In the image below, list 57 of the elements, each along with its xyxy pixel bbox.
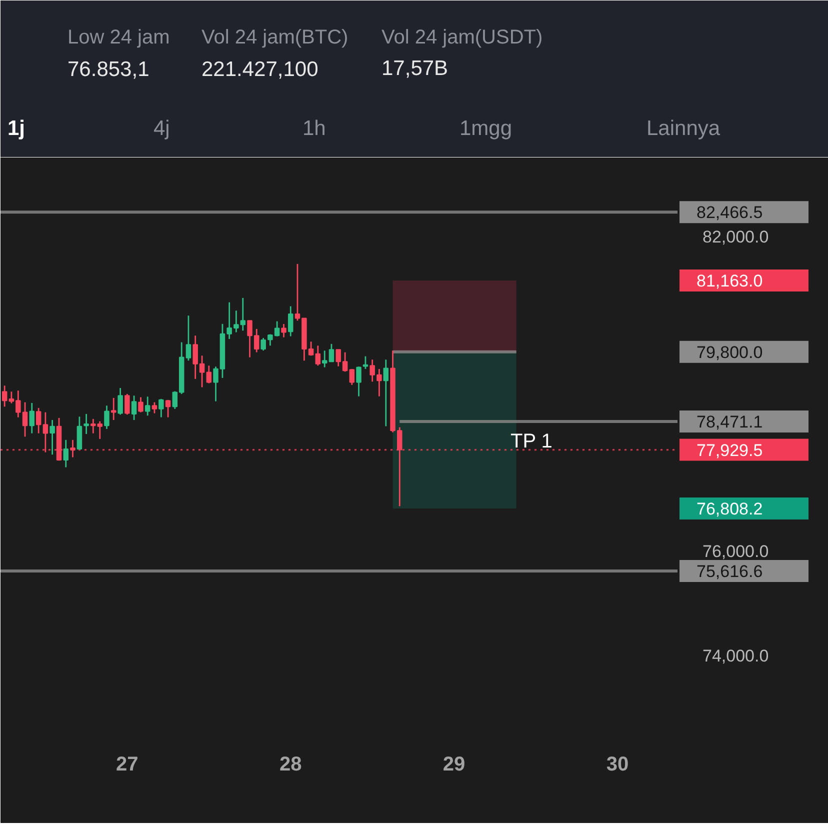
text: Lainnya bbox=[646, 117, 720, 140]
text: Vol 24 jam(BTC) bbox=[202, 26, 348, 48]
x-tick-label: 30 bbox=[606, 754, 629, 776]
candlestick bbox=[362, 356, 368, 370]
x-tick-label: 28 bbox=[279, 754, 302, 776]
candlestick bbox=[118, 387, 123, 416]
candlestick bbox=[322, 350, 328, 368]
candlestick bbox=[70, 439, 76, 458]
ref-line-label: 78,471.1 bbox=[696, 412, 763, 432]
candlestick bbox=[144, 396, 150, 416]
candlestick bbox=[206, 364, 212, 384]
text: 4j bbox=[154, 117, 170, 140]
candlestick bbox=[84, 413, 89, 435]
ref-line-label: 76,808.2 bbox=[696, 500, 763, 519]
ref-line-label: 77,929.5 bbox=[696, 440, 763, 460]
ref-line-label: 81,163.0 bbox=[696, 271, 763, 290]
y-tick-label: 82,000.0 bbox=[702, 228, 769, 247]
candlestick bbox=[110, 397, 116, 421]
candlestick bbox=[247, 320, 252, 358]
text: 76.853,1 bbox=[68, 58, 150, 81]
candlestick bbox=[138, 396, 144, 413]
ref-line-label: 82,466.5 bbox=[696, 203, 763, 222]
candlestick bbox=[288, 306, 294, 337]
candlestick bbox=[36, 407, 42, 434]
candlestick bbox=[254, 328, 260, 353]
x-tick-label: 27 bbox=[116, 754, 138, 776]
text: Vol 24 jam(USDT) bbox=[382, 26, 543, 48]
candlestick bbox=[50, 419, 55, 456]
candlestick bbox=[76, 416, 82, 450]
ref-line-label: 75,616.6 bbox=[696, 562, 763, 581]
y-tick-label: 74,000.0 bbox=[702, 646, 769, 666]
candlestick bbox=[158, 398, 164, 418]
candlestick bbox=[124, 393, 130, 416]
candlestick bbox=[152, 402, 158, 414]
candlestick bbox=[281, 323, 286, 338]
y-tick-label: 76,000.0 bbox=[702, 542, 769, 561]
candlestick bbox=[186, 314, 192, 362]
candlestick bbox=[2, 384, 8, 408]
candlestick bbox=[165, 399, 171, 418]
x-tick-label: 29 bbox=[442, 754, 466, 776]
text: 1h bbox=[302, 117, 326, 140]
candlestick bbox=[29, 402, 35, 434]
text: Low 24 jam bbox=[68, 26, 170, 48]
candlestick bbox=[383, 358, 389, 427]
candlestick bbox=[131, 394, 137, 421]
text: 17,57B bbox=[382, 57, 448, 80]
candlestick bbox=[356, 366, 362, 398]
ref-line-label: 79,800.0 bbox=[696, 342, 763, 362]
candlestick bbox=[315, 344, 321, 366]
candlestick bbox=[328, 343, 334, 362]
annotation: TP 1 bbox=[510, 430, 552, 452]
candlestick bbox=[63, 439, 69, 468]
text: 1mgg bbox=[460, 117, 512, 140]
candlestick bbox=[349, 368, 355, 386]
candlestick bbox=[104, 404, 110, 430]
text: 1j bbox=[8, 117, 26, 140]
text: 221.427,100 bbox=[202, 58, 318, 81]
